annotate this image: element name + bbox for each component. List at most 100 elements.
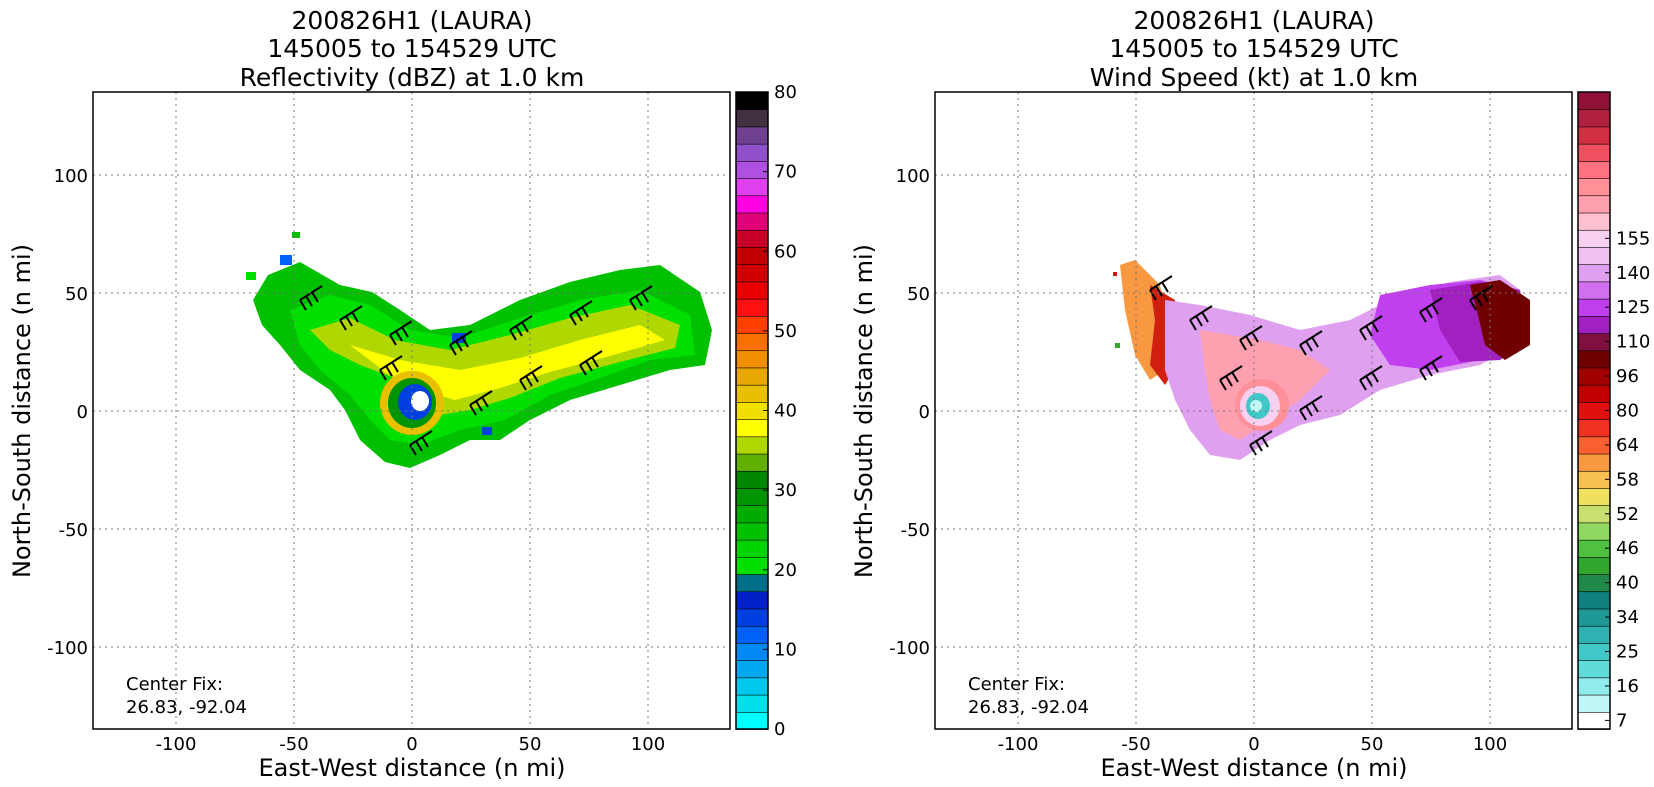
- colorbar-bin: [735, 246, 769, 265]
- y-tick-label: -50: [59, 520, 88, 541]
- wind-speed-x-ticks: -100 -50 0 50 100: [998, 734, 1508, 755]
- colorbar-bin: [735, 418, 769, 438]
- reflectivity-center-fix-label: Center Fix:: [126, 674, 223, 695]
- colorbar-bin: [735, 281, 769, 300]
- colorbar-tick-label: 64: [1616, 435, 1639, 456]
- colorbar-bin: [735, 177, 769, 197]
- colorbar-tick-label: 34: [1616, 607, 1639, 628]
- colorbar-bin: [735, 229, 769, 248]
- colorbar-bin: [735, 590, 769, 610]
- reflectivity-colorbar: [735, 91, 769, 730]
- colorbar-bin: [1577, 625, 1611, 644]
- colorbar-bin: [735, 160, 769, 179]
- reflectivity-y-ticks: 100 50 0 -50 -100: [47, 166, 88, 659]
- colorbar-bin: [735, 711, 769, 730]
- colorbar-tick-label: 140: [1616, 263, 1650, 284]
- colorbar-bin: [1577, 453, 1611, 472]
- wind-speed-grid: [935, 92, 1572, 729]
- colorbar-bin: [735, 608, 769, 627]
- wind-speed-center-fix-label: Center Fix:: [968, 674, 1065, 695]
- colorbar-bin: [735, 677, 769, 696]
- colorbar-bin: [735, 659, 769, 679]
- colorbar-bin: [1577, 487, 1611, 506]
- colorbar-bin: [735, 143, 769, 162]
- colorbar-bin: [1577, 91, 1611, 111]
- colorbar-bin: [735, 194, 769, 214]
- colorbar-bin: [1577, 349, 1611, 369]
- y-tick-label: 100: [54, 166, 88, 187]
- colorbar-bin: [735, 625, 769, 644]
- reflectivity-center-fix-value: 26.83, -92.04: [126, 697, 247, 718]
- colorbar-tick-label: 96: [1616, 366, 1639, 387]
- colorbar-tick-label: 7: [1616, 710, 1627, 731]
- colorbar-bin: [1577, 108, 1611, 128]
- wind-title-line-2: 145005 to 154529 UTC: [1109, 34, 1398, 63]
- wind-speed-colorbar: [1577, 91, 1611, 730]
- reflectivity-panel: 200826H1 (LAURA) 145005 to 154529 UTC Re…: [8, 6, 797, 782]
- colorbar-tick-label: 80: [774, 82, 797, 103]
- colorbar-bin: [1577, 694, 1611, 713]
- x-tick-label: -100: [998, 734, 1039, 755]
- reflectivity-x-axis-label: East-West distance (n mi): [258, 754, 565, 782]
- reflectivity-title-line-1: 200826H1 (LAURA): [292, 6, 533, 35]
- reflectivity-field: [246, 232, 712, 468]
- y-tick-label: 50: [65, 284, 88, 305]
- colorbar-bin: [735, 298, 769, 317]
- y-tick-label: 0: [919, 402, 930, 423]
- colorbar-tick-label: 0: [774, 719, 785, 740]
- colorbar-bin: [1577, 418, 1611, 438]
- colorbar-tick-label: 80: [1616, 401, 1639, 422]
- wind-title-line-3: Wind Speed (kt) at 1.0 km: [1090, 63, 1418, 92]
- colorbar-tick-label: 40: [1616, 573, 1639, 594]
- y-tick-label: 50: [907, 284, 930, 305]
- reflectivity-grid: [93, 92, 730, 729]
- y-tick-label: -50: [901, 520, 930, 541]
- wind-speed-center-fix-value: 26.83, -92.04: [968, 697, 1089, 718]
- wind-speed-panel: 200826H1 (LAURA) 145005 to 154529 UTC Wi…: [850, 6, 1650, 782]
- colorbar-tick-label: 70: [774, 162, 797, 183]
- y-tick-label: 100: [896, 166, 930, 187]
- wind-speed-colorbar-labels: 7 16 25 34 40 46 52 58 64 80 96 110 125 140 155: [1616, 228, 1650, 731]
- colorbar-tick-label: 60: [774, 241, 797, 262]
- x-tick-label: 100: [631, 734, 665, 755]
- colorbar-bin: [735, 436, 769, 455]
- colorbar-bin: [1577, 315, 1611, 334]
- colorbar-bin: [1577, 160, 1611, 179]
- colorbar-tick-label: 46: [1616, 538, 1639, 559]
- y-tick-label: -100: [889, 638, 930, 659]
- colorbar-bin: [735, 212, 769, 231]
- colorbar-bin: [735, 332, 769, 352]
- x-tick-label: -100: [156, 734, 197, 755]
- x-tick-label: 100: [1473, 734, 1507, 755]
- colorbar-bin: [735, 263, 769, 283]
- colorbar-bin: [1577, 143, 1611, 162]
- colorbar-bin: [735, 349, 769, 369]
- colorbar-bin: [735, 108, 769, 128]
- reflectivity-title-line-2: 145005 to 154529 UTC: [267, 34, 556, 63]
- colorbar-bin: [735, 539, 769, 558]
- colorbar-bin: [1577, 212, 1611, 231]
- y-tick-label: -100: [47, 638, 88, 659]
- colorbar-tick-label: 16: [1616, 676, 1639, 697]
- wind-speed-plot-frame: [934, 91, 1573, 730]
- colorbar-tick-label: 125: [1616, 297, 1650, 318]
- colorbar-bin: [735, 367, 769, 386]
- colorbar-tick-label: 50: [774, 321, 797, 342]
- colorbar-bin: [735, 504, 769, 524]
- colorbar-bin: [735, 384, 769, 403]
- reflectivity-plot-frame: [92, 91, 731, 730]
- x-tick-label: -50: [279, 734, 308, 755]
- colorbar-bin: [735, 487, 769, 506]
- reflectivity-title-line-3: Reflectivity (dBZ) at 1.0 km: [240, 63, 585, 92]
- x-tick-label: 0: [406, 734, 417, 755]
- wind-speed-y-axis-label: North-South distance (n mi): [850, 244, 878, 578]
- colorbar-bin: [735, 470, 769, 489]
- colorbar-tick-label: 25: [1616, 642, 1639, 663]
- colorbar-bin: [735, 694, 769, 713]
- colorbar-bin: [735, 642, 769, 661]
- reflectivity-colorbar-labels: 0 10 20 30 40 50 60 70 80: [774, 82, 797, 740]
- colorbar-tick-label: 40: [774, 401, 797, 422]
- colorbar-bin: [1577, 384, 1611, 403]
- colorbar-tick-label: 10: [774, 639, 797, 660]
